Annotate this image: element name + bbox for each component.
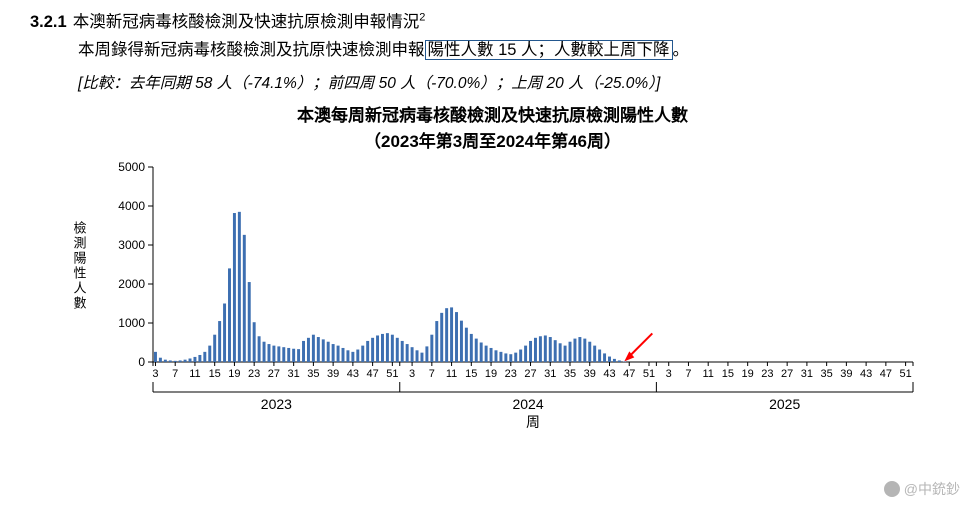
svg-text:周: 周 xyxy=(526,414,540,430)
svg-text:0: 0 xyxy=(138,355,145,369)
svg-text:51: 51 xyxy=(386,368,398,380)
svg-text:11: 11 xyxy=(445,368,456,380)
svg-text:數: 數 xyxy=(73,296,86,311)
svg-text:3: 3 xyxy=(409,368,415,380)
section-heading: 3.2.1 本澳新冠病毒核酸檢測及快速抗原檢測申報情況2 xyxy=(30,8,955,32)
svg-text:性: 性 xyxy=(73,266,86,281)
svg-text:27: 27 xyxy=(267,368,279,380)
svg-text:2025: 2025 xyxy=(769,396,800,412)
svg-text:31: 31 xyxy=(287,368,299,380)
svg-text:35: 35 xyxy=(563,368,575,380)
chart-title: 本澳每周新冠病毒核酸檢測及快速抗原檢測陽性人數 （2023年第3周至2024年第… xyxy=(297,103,688,156)
svg-text:陽: 陽 xyxy=(73,251,86,266)
svg-text:23: 23 xyxy=(248,368,260,380)
section-title: 本澳新冠病毒核酸檢測及快速抗原檢測申報情況2 xyxy=(73,8,426,32)
svg-text:15: 15 xyxy=(465,368,477,380)
svg-text:測: 測 xyxy=(73,236,86,251)
svg-text:35: 35 xyxy=(307,368,319,380)
svg-text:11: 11 xyxy=(702,368,713,380)
summary-suffix: 。 xyxy=(673,41,690,59)
svg-text:2024: 2024 xyxy=(512,396,543,412)
svg-text:43: 43 xyxy=(346,368,358,380)
svg-text:7: 7 xyxy=(685,368,691,380)
watermark-text: @中銃鈔 xyxy=(904,479,960,499)
chart-title-line2: （2023年第3周至2024年第46周） xyxy=(297,129,688,155)
svg-text:31: 31 xyxy=(544,368,556,380)
svg-text:39: 39 xyxy=(583,368,595,380)
svg-text:31: 31 xyxy=(800,368,812,380)
svg-text:19: 19 xyxy=(741,368,753,380)
svg-text:3: 3 xyxy=(665,368,671,380)
svg-text:7: 7 xyxy=(172,368,178,380)
watermark-icon xyxy=(884,481,900,497)
svg-text:2000: 2000 xyxy=(118,277,145,291)
svg-text:15: 15 xyxy=(208,368,220,380)
svg-text:19: 19 xyxy=(228,368,240,380)
svg-text:1000: 1000 xyxy=(118,316,145,330)
highlight-box: 陽性人數 15 人；人數較上周下降 xyxy=(425,40,673,60)
watermark: @中銃鈔 xyxy=(884,479,960,499)
svg-text:3: 3 xyxy=(152,368,158,380)
chart: 0 1000 2000 3000 4000 5000 檢測陽性人數 3 7 11 15 19 23 27 3… xyxy=(58,157,928,457)
svg-text:51: 51 xyxy=(642,368,654,380)
svg-text:人: 人 xyxy=(73,281,86,296)
svg-text:15: 15 xyxy=(721,368,733,380)
svg-text:39: 39 xyxy=(327,368,339,380)
svg-text:27: 27 xyxy=(781,368,793,380)
svg-text:檢: 檢 xyxy=(73,221,86,236)
footnote-ref: 2 xyxy=(419,12,425,24)
svg-text:4000: 4000 xyxy=(118,199,145,213)
svg-text:19: 19 xyxy=(484,368,496,380)
svg-text:43: 43 xyxy=(603,368,615,380)
svg-text:23: 23 xyxy=(504,368,516,380)
svg-text:35: 35 xyxy=(820,368,832,380)
svg-text:51: 51 xyxy=(899,368,911,380)
section-number: 3.2.1 xyxy=(30,13,67,32)
svg-text:2023: 2023 xyxy=(260,396,291,412)
comparison-line: [比較：去年同期 58 人（-74.1%）；前四周 50 人（-70.0%）；上… xyxy=(78,71,955,93)
svg-text:47: 47 xyxy=(879,368,891,380)
summary-line: 本周錄得新冠病毒核酸檢測及抗原快速檢測申報陽性人數 15 人；人數較上周下降。 xyxy=(78,38,955,63)
svg-text:47: 47 xyxy=(366,368,378,380)
svg-text:43: 43 xyxy=(859,368,871,380)
svg-text:39: 39 xyxy=(840,368,852,380)
bar-chart-svg: 0 1000 2000 3000 4000 5000 檢測陽性人數 3 7 11 15 19 23 27 3… xyxy=(58,157,928,457)
svg-text:5000: 5000 xyxy=(118,160,145,174)
svg-text:23: 23 xyxy=(761,368,773,380)
svg-text:3000: 3000 xyxy=(118,238,145,252)
svg-text:7: 7 xyxy=(428,368,434,380)
summary-prefix: 本周錄得新冠病毒核酸檢測及抗原快速檢測申報 xyxy=(78,41,425,59)
svg-text:11: 11 xyxy=(189,368,200,380)
svg-text:47: 47 xyxy=(623,368,635,380)
svg-text:27: 27 xyxy=(524,368,536,380)
chart-title-line1: 本澳每周新冠病毒核酸檢測及快速抗原檢測陽性人數 xyxy=(297,103,688,129)
